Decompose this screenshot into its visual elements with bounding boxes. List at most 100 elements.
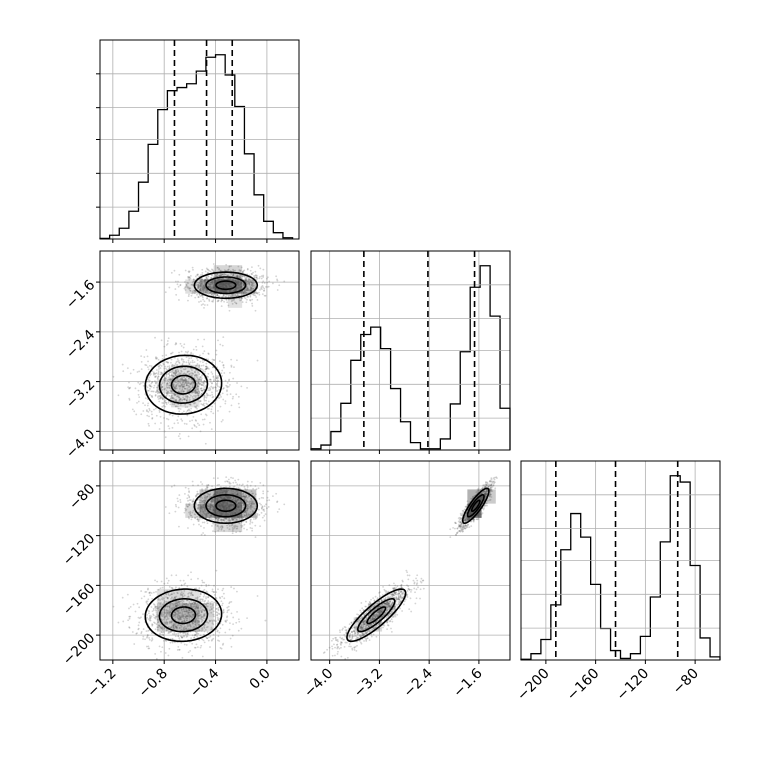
sample-point — [142, 628, 145, 630]
sample-point — [235, 393, 238, 396]
sample-point — [248, 283, 251, 286]
sample-point — [167, 611, 169, 613]
sample-point — [200, 294, 203, 297]
sample-point — [148, 647, 151, 650]
sample-point — [216, 630, 219, 633]
sample-point — [144, 397, 147, 400]
sample-point — [215, 604, 218, 607]
sample-point — [158, 365, 161, 368]
sample-point — [198, 365, 201, 368]
sample-point — [232, 623, 235, 626]
sample-point — [221, 290, 224, 293]
sample-point — [215, 376, 218, 379]
sample-point — [255, 488, 258, 491]
sample-point — [144, 404, 146, 407]
sample-point — [143, 595, 146, 598]
sample-point — [190, 407, 193, 410]
sample-point — [232, 490, 235, 493]
sample-point — [210, 428, 213, 431]
sample-point — [261, 516, 264, 519]
sample-point — [213, 281, 216, 284]
sample-point — [194, 396, 197, 399]
sample-point — [192, 605, 195, 608]
sample-point — [177, 396, 180, 399]
sample-point — [228, 285, 231, 288]
sample-point — [241, 291, 244, 294]
sample-point — [228, 283, 231, 286]
sample-point — [165, 618, 168, 621]
sample-point — [237, 402, 240, 405]
sample-point — [171, 369, 174, 372]
sample-point — [145, 600, 148, 603]
sample-point — [204, 280, 206, 283]
sample-point — [213, 402, 216, 405]
sample-point — [151, 381, 153, 384]
sample-point — [231, 511, 234, 514]
sample-point — [150, 385, 153, 388]
sample-point — [195, 604, 198, 607]
sample-point — [261, 281, 264, 284]
sample-point — [188, 270, 191, 273]
sample-point — [196, 404, 198, 407]
sample-point — [197, 388, 199, 390]
sample-point — [205, 516, 207, 519]
sample-point — [137, 393, 140, 396]
sample-point — [194, 371, 196, 374]
sample-point — [209, 635, 212, 638]
sample-point — [201, 655, 204, 658]
sample-point — [196, 646, 199, 649]
sample-point — [246, 528, 248, 531]
sample-point — [199, 510, 202, 512]
sample-point — [218, 283, 221, 286]
sample-point — [230, 476, 232, 479]
sample-point — [250, 284, 253, 287]
sample-point — [201, 278, 204, 281]
sample-point — [216, 477, 219, 480]
sample-point — [243, 290, 246, 293]
sample-point — [190, 374, 192, 377]
sample-point — [146, 414, 149, 417]
sample-point — [228, 294, 231, 297]
sample-point — [195, 345, 197, 348]
sample-point — [162, 618, 165, 621]
sample-point — [189, 275, 192, 277]
sample-point — [189, 387, 192, 390]
sample-point — [225, 273, 227, 276]
sample-point — [217, 639, 219, 642]
sample-point — [246, 480, 249, 483]
sample-point — [183, 398, 185, 401]
sample-point — [174, 369, 177, 372]
sample-point — [183, 398, 186, 401]
sample-point — [246, 484, 249, 487]
sample-point — [257, 264, 260, 267]
sample-point — [184, 486, 187, 489]
sample-point — [180, 391, 183, 394]
sample-point — [186, 351, 189, 354]
sample-point — [178, 600, 181, 603]
sample-point — [166, 361, 169, 364]
sample-point — [168, 647, 171, 650]
sample-point — [155, 381, 158, 384]
sample-point — [161, 586, 164, 589]
sample-point — [184, 395, 187, 398]
sample-point — [178, 372, 181, 374]
sample-point — [236, 275, 239, 278]
sample-point — [137, 381, 140, 384]
sample-point — [176, 419, 179, 421]
sample-point — [230, 645, 233, 648]
sample-point — [203, 338, 206, 341]
sample-point — [148, 415, 150, 418]
sample-point — [201, 296, 204, 299]
sample-point — [264, 380, 267, 382]
sample-point — [268, 280, 271, 283]
sample-point — [169, 381, 171, 384]
sample-point — [153, 408, 155, 411]
sample-point — [251, 305, 254, 307]
sample-point — [211, 300, 213, 303]
sample-point — [173, 387, 176, 390]
sample-point — [195, 426, 198, 428]
sample-point — [229, 520, 232, 522]
sample-point — [249, 299, 251, 301]
sample-point — [173, 269, 176, 272]
sample-point — [138, 396, 141, 398]
